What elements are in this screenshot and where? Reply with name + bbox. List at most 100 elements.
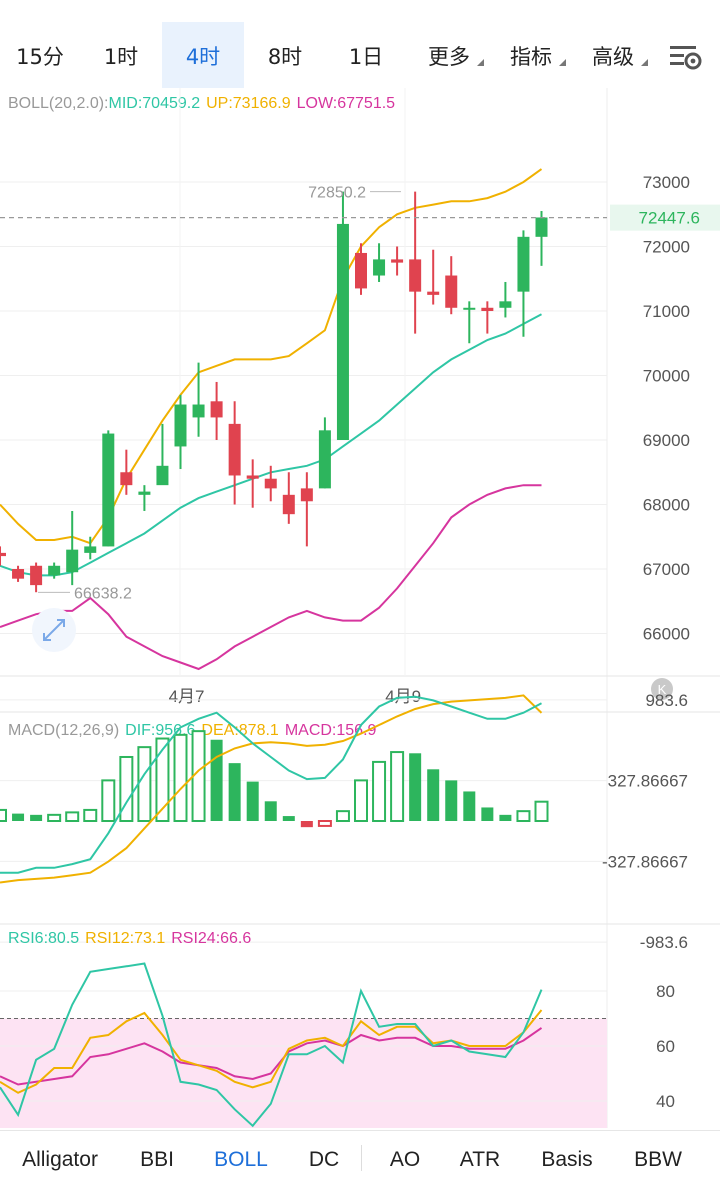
indicator-dc[interactable]: DC [308,1148,340,1171]
indicator-bbi[interactable]: BBI [140,1148,174,1171]
tab-4h[interactable]: 4时 [162,22,244,88]
date-label: 4月7 [169,687,205,706]
last-price-badge [610,204,720,231]
indicator-ao[interactable]: AO [389,1148,421,1171]
dropdown-triangle-icon [559,59,566,66]
time-axis: 4月7 4月9 [169,687,422,706]
chart-area[interactable]: BOLL(20,2.0):MID:70459.2 UP:73166.9 LOW:67… [0,88,720,1128]
macd-bar [516,810,531,822]
rsi-band [0,1018,607,1128]
chart-settings-button[interactable] [668,43,704,73]
candle-body [355,252,367,289]
chart-settings-icon [670,46,702,70]
macd-bar [534,800,549,822]
macd-bar [264,801,277,821]
macd-bar [83,808,98,823]
candle-body [391,259,404,263]
indicator-basis[interactable]: Basis [541,1148,593,1171]
candle-body [102,433,115,547]
macd-bar [155,737,170,823]
price-tick: 73000 [643,173,690,192]
price-marks: 72447.6 72850.2 66638.2 [0,185,720,602]
macd-histogram [0,730,549,828]
boll-mid-value: MID:70459.2 [109,95,201,112]
price-tick: 67000 [643,560,690,579]
indicator-atr[interactable]: ATR [459,1148,501,1171]
boll-mid-line [0,313,542,577]
price-tick: 69000 [643,431,690,450]
macd-bar [499,814,512,821]
rsi6-value: RSI6:80.5 [8,930,79,947]
indicator-divider [361,1145,362,1171]
macd-bar [210,739,223,821]
scroll-to-latest-button[interactable]: K [651,678,673,700]
macd-bar [246,781,259,821]
boll-lower-line [0,484,542,671]
macd-bar [354,779,368,823]
scroll-to-latest-icon: K [658,682,667,697]
price-axis: 73000 72000 71000 70000 69000 68000 67000 66000 [643,173,690,644]
indicator-bbw[interactable]: BBW [634,1148,682,1171]
macd-bar [65,811,80,822]
candle-body [246,475,259,479]
macd-bar [119,755,134,822]
candle-body [228,423,241,476]
indicator-boll[interactable]: BOLL [214,1148,268,1171]
candle-body [336,223,349,440]
candle-body [427,291,440,295]
macd-bar [427,769,440,821]
rsi12-value: RSI12:73.1 [85,930,165,947]
tab-indicators-label: 指标 [510,45,552,69]
indicator-bar: Alligator BBI BOLL DC AO ATR Basis BBW [0,1130,720,1178]
macd-bar [409,753,422,821]
macd-dea-line [0,694,543,884]
dropdown-triangle-icon [641,59,648,66]
candle-body [282,494,295,515]
macd-dea-value: DEA:878.1 [201,722,278,739]
candle-body [373,259,386,276]
candle-body [264,478,277,489]
macd-bar [300,821,313,828]
price-tick: 71000 [643,302,690,321]
rsi-tick: 60 [656,1037,675,1056]
macd-dif-line [0,695,542,874]
price-tick: 72000 [643,238,690,257]
tab-indicators[interactable]: 指标 [502,22,566,88]
tab-more-label: 更多 [428,45,470,69]
macd-bar [0,808,7,823]
tab-advanced[interactable]: 高级 [584,22,648,88]
candles [0,191,548,593]
candle-body [30,565,43,586]
tab-1h[interactable]: 1时 [103,45,139,69]
expand-button[interactable] [32,608,76,652]
macd-grid: 983.6 327.86667 -327.86667 -983.6 [0,691,688,952]
candle-body [48,565,61,576]
candle-body [409,259,422,292]
rsi24-line [0,1027,543,1086]
macd-tick: 983.6 [645,691,688,710]
macd-header: MACD(12,26,9) DIF:956.6 DEA:878.1 MACD:156.… [8,722,377,739]
candle-body [66,549,79,573]
macd-tick: -983.6 [640,933,688,952]
price-tick: 66000 [643,625,690,644]
indicator-alligator[interactable]: Alligator [22,1148,98,1171]
rsi-lines [0,962,543,1128]
low-price-label: 66638.2 [74,585,132,602]
expand-icon [43,619,65,641]
macd-bar [335,810,350,822]
macd-bar [101,779,116,823]
macd-lines [0,694,543,884]
macd-bar [445,780,458,821]
macd-bar [317,820,332,827]
macd-bar [137,746,152,823]
tab-1d[interactable]: 1日 [348,45,384,69]
tab-more[interactable]: 更多 [420,22,484,88]
rsi-header: RSI6:80.5 RSI12:73.1 RSI24:66.6 [8,930,251,947]
tab-8h[interactable]: 8时 [267,45,303,69]
macd-value: MACD:156.9 [285,722,377,739]
macd-bar [282,816,295,821]
last-price-label: 72447.6 [639,209,700,228]
tab-15m[interactable]: 15分 [16,45,64,69]
macd-bar [372,760,387,822]
candle-body [463,307,476,310]
